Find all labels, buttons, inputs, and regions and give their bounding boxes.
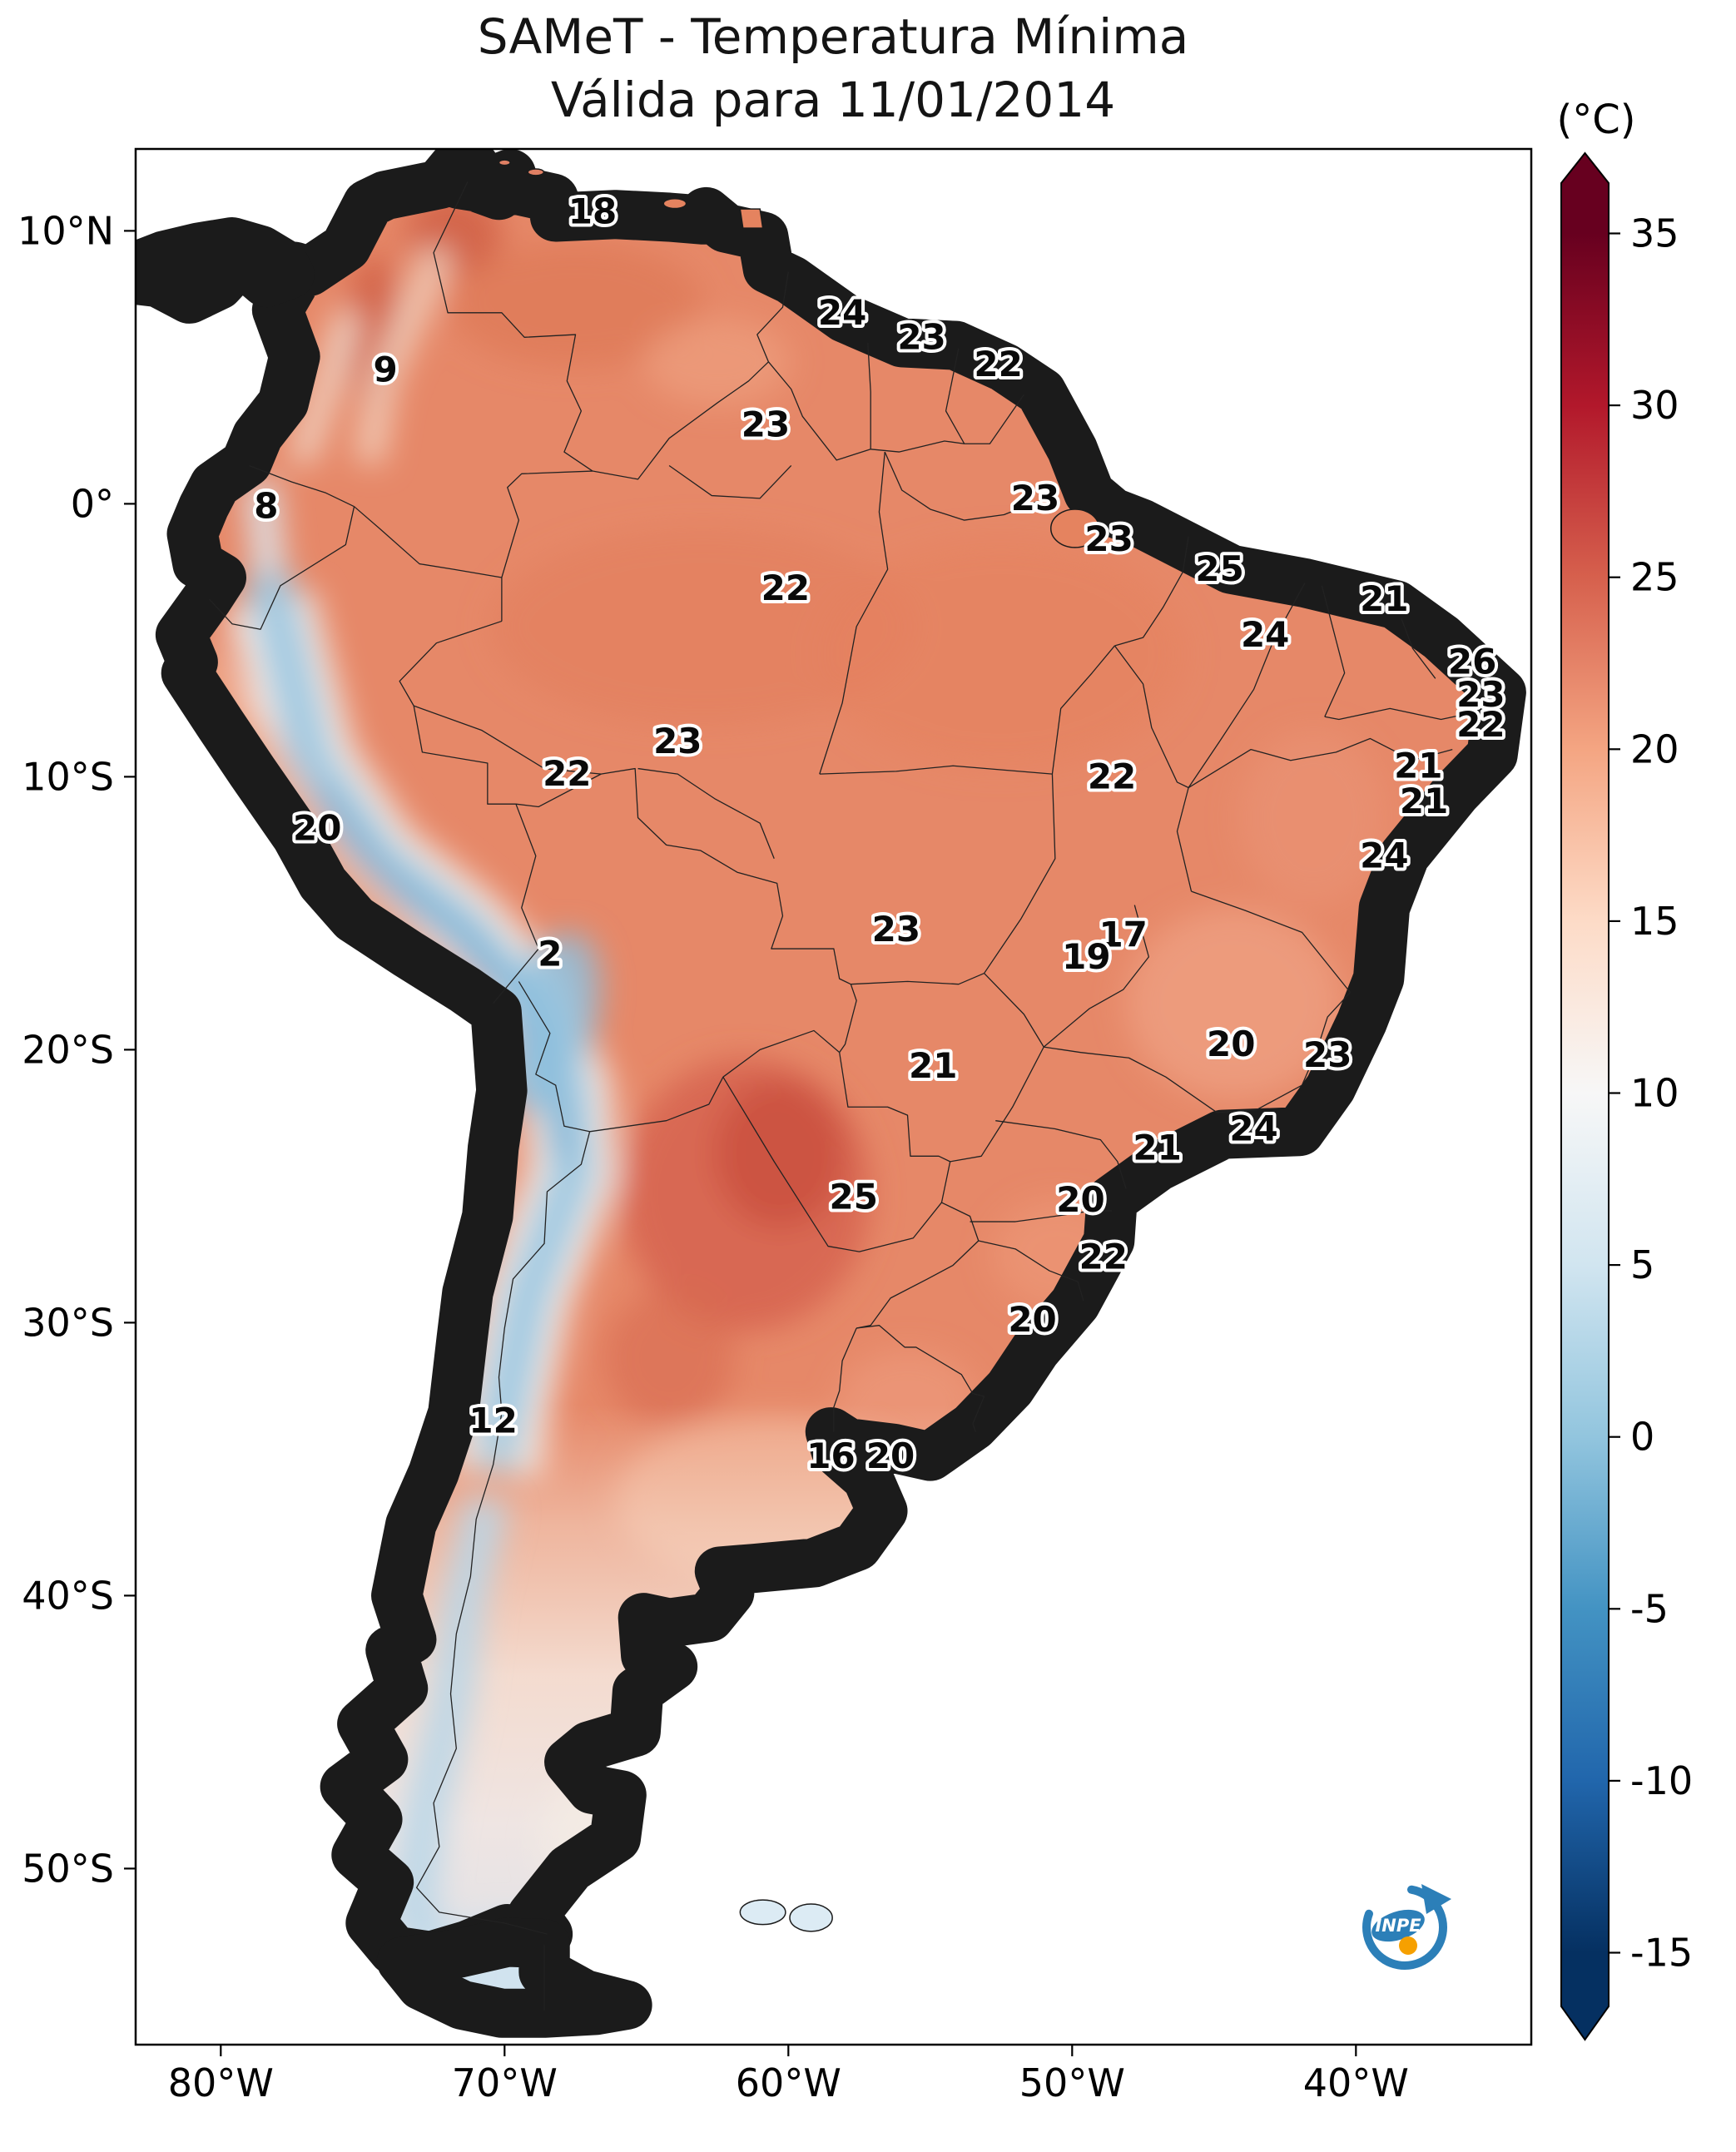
colorbar-gradient (1561, 183, 1609, 2006)
colorbar-tick-label: 15 (1630, 899, 1679, 944)
island-trinidad (740, 209, 762, 228)
lat-tick-label: 10°N (17, 208, 114, 253)
lat-tick-label: 30°S (22, 1300, 114, 1345)
island-falkland-west (740, 1900, 786, 1925)
inpe-swoosh (1371, 1909, 1425, 1942)
temperature-label: 20 (1056, 1179, 1104, 1220)
colorbar-tick-label: 0 (1630, 1415, 1654, 1460)
colorbar-unit-label: (°C) (1557, 97, 1636, 143)
colorbar-tick-label: -10 (1630, 1758, 1693, 1803)
colorbar-tick-label: 10 (1630, 1071, 1679, 1116)
temperature-label: 12 (469, 1400, 517, 1440)
temperature-label: 22 (974, 344, 1022, 384)
temperature-label: 9 (373, 350, 397, 390)
state-borders (414, 452, 1492, 1301)
inpe-arrow-icon (1421, 1884, 1451, 1914)
temperature-label: 8 (254, 486, 278, 527)
temperature-label: 21 (1394, 745, 1442, 786)
temperature-label: 22 (1456, 704, 1505, 745)
colorbar-tick-label: -5 (1630, 1586, 1669, 1631)
country-borders (210, 181, 1024, 2011)
temperature-label: 22 (543, 753, 591, 794)
coastlines (136, 149, 1500, 2013)
map-title: SAMeT - Temperatura Mínima (478, 8, 1189, 65)
island-curacao (528, 169, 543, 176)
temperature-label: 18 (568, 191, 617, 231)
temperature-label: 25 (1195, 548, 1243, 589)
temperature-label: 23 (1303, 1034, 1352, 1075)
temperature-label: 23 (1011, 478, 1059, 518)
temperature-label: 24 (1241, 614, 1289, 655)
lon-tick-label: 80°W (168, 2060, 274, 2105)
lon-tick-label: 70°W (452, 2060, 558, 2105)
temperature-label: 23 (653, 721, 702, 761)
temperature-label: 20 (866, 1435, 915, 1476)
lat-tick-label: 10°S (22, 754, 114, 799)
temperature-label: 23 (1084, 518, 1133, 559)
temperature-label: 22 (761, 568, 810, 608)
colorbar-tick-label: 25 (1630, 555, 1679, 600)
lon-tick-label: 40°W (1303, 2060, 1409, 2105)
temperature-label: 21 (1360, 578, 1408, 619)
lat-tick-label: 40°S (22, 1573, 114, 1618)
inpe-logo: INPE (1362, 1884, 1451, 1970)
temperature-label: 17 (1099, 915, 1147, 955)
island-falkland-east (790, 1904, 832, 1931)
map-canvas (136, 149, 1500, 2060)
temperature-label: 24 (818, 292, 866, 333)
colorbar-extend-max (1561, 153, 1609, 183)
temperature-label: 20 (1008, 1299, 1056, 1340)
island-margarita (663, 199, 686, 209)
lon-tick-label: 60°W (736, 2060, 841, 2105)
colorbar-tick-label: 30 (1630, 383, 1679, 428)
temperature-label: 22 (1079, 1237, 1128, 1277)
plot-frame (134, 147, 1533, 2046)
colorbar-extend-min (1561, 2006, 1609, 2040)
island-aruba (498, 160, 510, 166)
map-subtitle: Válida para 11/01/2014 (551, 72, 1115, 128)
temperature-label: 21 (1400, 781, 1448, 821)
temperature-label: 20 (1207, 1024, 1255, 1064)
inpe-orbit-icon (1362, 1885, 1447, 1970)
temperature-label: 25 (830, 1177, 878, 1217)
temperature-label: 16 (806, 1435, 855, 1476)
lon-tick-label: 50°W (1019, 2060, 1125, 2105)
axis-ticks: 10°N 0° 10°S 20°S 30°S 40°S 50°S 80°W 70°W 60°W 50… (17, 208, 1409, 2105)
temperature-label: 23 (1456, 674, 1505, 715)
temperature-label: 26 (1448, 642, 1496, 682)
island-marajo (1051, 509, 1099, 548)
temperature-label: 21 (1133, 1127, 1181, 1168)
colorbar: 35 30 25 20 15 10 5 0 -5 -10 -15 (°C) (1557, 97, 1693, 2041)
temperature-label: 19 (1062, 936, 1110, 977)
temperature-label: 2 (538, 934, 562, 974)
colorbar-tick-label: 35 (1630, 211, 1679, 256)
lat-tick-label: 0° (71, 481, 114, 526)
inpe-wordmark: INPE (1375, 1916, 1421, 1936)
temperature-label: 24 (1229, 1108, 1277, 1149)
colorbar-tick-label: -15 (1630, 1931, 1693, 1976)
colorbar-tick-label: 5 (1630, 1242, 1654, 1287)
temperature-label: 23 (897, 316, 945, 357)
colorbar-tick-label: 20 (1630, 726, 1679, 771)
lat-tick-label: 20°S (22, 1027, 114, 1072)
temperature-label: 23 (872, 909, 920, 950)
lat-tick-label: 50°S (22, 1846, 114, 1891)
temperature-label: 20 (293, 808, 341, 849)
temperature-label: 24 (1360, 836, 1408, 876)
temperature-label: 21 (909, 1045, 957, 1086)
inpe-orange-dot (1399, 1936, 1417, 1955)
temperature-label: 22 (1088, 756, 1136, 796)
colorbar-outline (1560, 151, 1610, 2041)
temperature-label: 23 (742, 404, 790, 444)
